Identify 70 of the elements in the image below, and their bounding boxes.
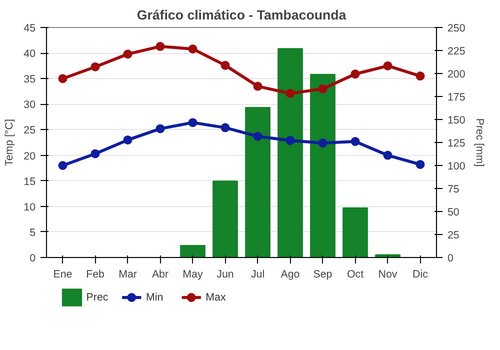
y2-tick-label: 225 <box>448 46 466 58</box>
x-tick-label: Abr <box>152 268 169 280</box>
point <box>318 84 328 94</box>
x-tick-label: Ago <box>280 268 300 280</box>
y-tick-label: 40 <box>24 48 36 60</box>
y-tick-label: 10 <box>24 201 36 214</box>
bar <box>212 180 238 258</box>
y2-tick-label: 50 <box>448 206 460 218</box>
bar <box>375 254 400 258</box>
point <box>188 118 198 128</box>
y-axis-title: Temp [°C] <box>4 119 16 166</box>
chart-title: Gráfico climático - Tambacounda <box>136 8 347 22</box>
y2-tick-label: 25 <box>448 230 460 242</box>
point <box>188 44 198 54</box>
point <box>90 149 100 158</box>
bar <box>180 245 206 258</box>
point <box>350 70 360 79</box>
y2-tick-label: 250 <box>448 22 466 34</box>
point <box>350 136 360 146</box>
point <box>416 160 425 169</box>
point <box>383 150 392 160</box>
y-tick-label: 0 <box>30 252 36 264</box>
point <box>286 88 295 98</box>
point <box>253 82 262 91</box>
point <box>220 60 230 70</box>
y2-tick-label: 175 <box>448 92 466 104</box>
point <box>253 132 262 141</box>
point <box>156 124 165 134</box>
x-tick-label: Mar <box>118 268 138 280</box>
point <box>123 135 132 144</box>
point <box>383 61 392 70</box>
bar <box>278 48 303 258</box>
point <box>286 136 295 145</box>
y2-tick-label: 75 <box>448 184 460 196</box>
y-tick-label: 30 <box>24 99 36 112</box>
x-tick-label: Dic <box>412 268 429 280</box>
point <box>220 123 230 132</box>
y2-axis-title: Prec [mm] <box>473 118 486 167</box>
point <box>318 138 328 148</box>
y2-tick-label: 0 <box>448 252 454 264</box>
bar <box>245 107 270 258</box>
x-tick-label: May <box>182 268 204 280</box>
legend-label: Max <box>206 292 226 304</box>
y-tick-label: 15 <box>24 176 36 188</box>
point <box>58 74 68 84</box>
y-tick-label: 45 <box>24 22 36 34</box>
bar <box>310 74 336 258</box>
x-tick-label: Oct <box>346 268 364 280</box>
x-tick-label: Ene <box>53 268 72 280</box>
x-tick-label: Feb <box>86 268 105 280</box>
y2-tick-label: 125 <box>448 138 466 150</box>
x-tick-label: Jul <box>250 268 265 280</box>
point <box>156 42 165 51</box>
y2-tick-label: 200 <box>448 68 466 80</box>
y-tick-label: 20 <box>24 150 36 162</box>
x-tick-label: Jun <box>216 268 234 280</box>
y-tick-label: 35 <box>24 74 36 86</box>
point <box>58 161 68 170</box>
legend-label: Min <box>146 292 164 304</box>
point <box>416 72 425 81</box>
x-tick-label: Sep <box>313 268 332 280</box>
y-tick-label: 25 <box>24 124 36 137</box>
point <box>123 50 132 59</box>
point <box>90 62 100 72</box>
y2-tick-label: 100 <box>448 160 466 172</box>
x-tick-label: Nov <box>378 268 398 280</box>
legend-label: Prec <box>86 292 109 304</box>
y2-tick-label: 150 <box>448 114 466 126</box>
bar <box>342 207 368 258</box>
y-tick-label: 5 <box>30 226 36 239</box>
